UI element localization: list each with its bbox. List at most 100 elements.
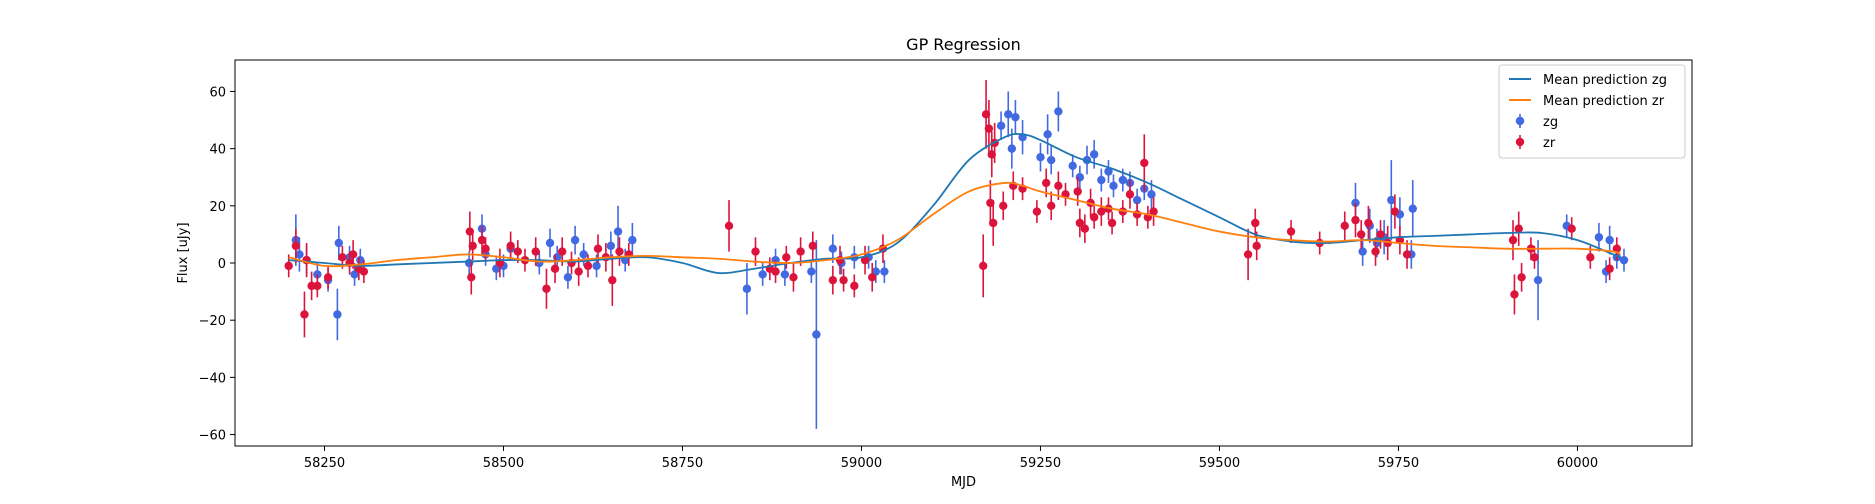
data-point xyxy=(1387,195,1396,205)
data-point xyxy=(1408,204,1417,213)
data-point xyxy=(477,235,487,245)
data-point xyxy=(1097,207,1106,216)
legend-label: Mean prediction zr xyxy=(1543,94,1665,109)
data-point xyxy=(1594,233,1604,242)
data-point xyxy=(628,235,637,245)
data-point xyxy=(531,247,540,256)
data-point xyxy=(1530,253,1539,262)
data-point xyxy=(850,281,859,291)
data-point xyxy=(796,247,805,256)
data-point xyxy=(1007,144,1017,153)
data-point xyxy=(1357,230,1366,239)
data-point xyxy=(1358,247,1367,256)
data-point xyxy=(868,273,877,282)
x-tick-label: 58250 xyxy=(304,456,345,471)
x-tick-label: 59000 xyxy=(841,456,882,471)
data-point xyxy=(513,247,523,256)
data-point xyxy=(782,253,791,262)
data-point xyxy=(724,221,734,231)
axes-frame xyxy=(234,59,1693,447)
legend-marker-swatch xyxy=(1515,137,1525,147)
series-zr xyxy=(284,80,1622,338)
data-point xyxy=(570,235,580,245)
data-point xyxy=(350,270,359,279)
data-point xyxy=(545,238,555,248)
data-point xyxy=(1605,235,1614,245)
data-point xyxy=(359,267,369,276)
data-point xyxy=(1510,290,1519,299)
data-point xyxy=(1533,275,1543,285)
data-point xyxy=(542,284,551,293)
data-point xyxy=(1075,218,1085,228)
ticks-layer: 58250 58500 58750 59000 59250 59500 59750 60000… xyxy=(199,85,1599,471)
data-point xyxy=(1032,207,1042,216)
y-tick-label: 60 xyxy=(209,85,226,100)
data-point xyxy=(1252,241,1261,251)
data-point xyxy=(1390,207,1400,216)
data-point xyxy=(860,255,870,265)
data-point xyxy=(291,241,301,251)
data-point xyxy=(348,250,358,259)
data-point xyxy=(1517,273,1526,282)
data-point xyxy=(613,227,623,236)
data-point xyxy=(323,273,333,282)
data-point xyxy=(1567,224,1576,233)
data-point xyxy=(1089,150,1099,159)
data-point xyxy=(839,275,848,285)
chart-title: GP Regression xyxy=(906,35,1021,54)
x-tick-label: 58500 xyxy=(483,456,524,471)
data-point xyxy=(1089,213,1099,222)
legend-box xyxy=(1498,64,1686,159)
line-Mean prediction zr xyxy=(288,181,1621,268)
data-point xyxy=(1068,161,1077,170)
data-point xyxy=(506,241,515,251)
legend: Mean prediction zg Mean prediction zr zg zr xyxy=(1498,64,1686,159)
data-point xyxy=(1073,187,1082,196)
data-point xyxy=(751,247,760,256)
x-tick-label: 58750 xyxy=(662,456,703,471)
data-point xyxy=(579,250,588,259)
data-point xyxy=(1514,224,1523,233)
legend-marker-swatch xyxy=(1515,116,1525,126)
data-point xyxy=(313,281,322,291)
data-point xyxy=(1402,250,1412,259)
data-point xyxy=(1251,218,1260,228)
data-point xyxy=(295,250,304,259)
data-point xyxy=(1612,244,1622,253)
data-point xyxy=(1340,221,1349,231)
data-point xyxy=(608,275,617,285)
legend-label: zg xyxy=(1543,115,1558,130)
data-point xyxy=(812,330,821,339)
x-tick-label: 59500 xyxy=(1199,456,1240,471)
y-tick-label: −60 xyxy=(199,429,226,444)
data-point xyxy=(557,247,567,256)
data-point xyxy=(606,241,616,251)
x-tick-label: 59750 xyxy=(1378,456,1419,471)
data-point xyxy=(828,244,838,253)
data-point xyxy=(780,270,790,279)
data-point xyxy=(1351,215,1360,225)
data-point xyxy=(999,201,1008,211)
data-point xyxy=(1080,224,1090,233)
data-point xyxy=(1107,218,1117,228)
data-point xyxy=(1619,255,1629,265)
data-point xyxy=(1147,190,1156,199)
data-point xyxy=(828,275,838,285)
data-point xyxy=(1149,207,1158,216)
y-tick-label: 20 xyxy=(209,200,226,215)
data-point xyxy=(984,124,994,133)
data-point xyxy=(978,261,988,271)
plot-data-layer xyxy=(284,80,1629,429)
legend-label: Mean prediction zg xyxy=(1543,73,1667,88)
data-point xyxy=(1036,153,1045,162)
data-point xyxy=(742,284,752,293)
data-point xyxy=(1125,190,1135,199)
data-point xyxy=(593,244,603,253)
data-point xyxy=(789,273,798,282)
data-point xyxy=(771,267,780,276)
data-point xyxy=(574,267,583,276)
data-point xyxy=(468,241,477,251)
data-point xyxy=(334,238,344,248)
data-point xyxy=(1364,218,1373,228)
data-point xyxy=(284,261,293,271)
